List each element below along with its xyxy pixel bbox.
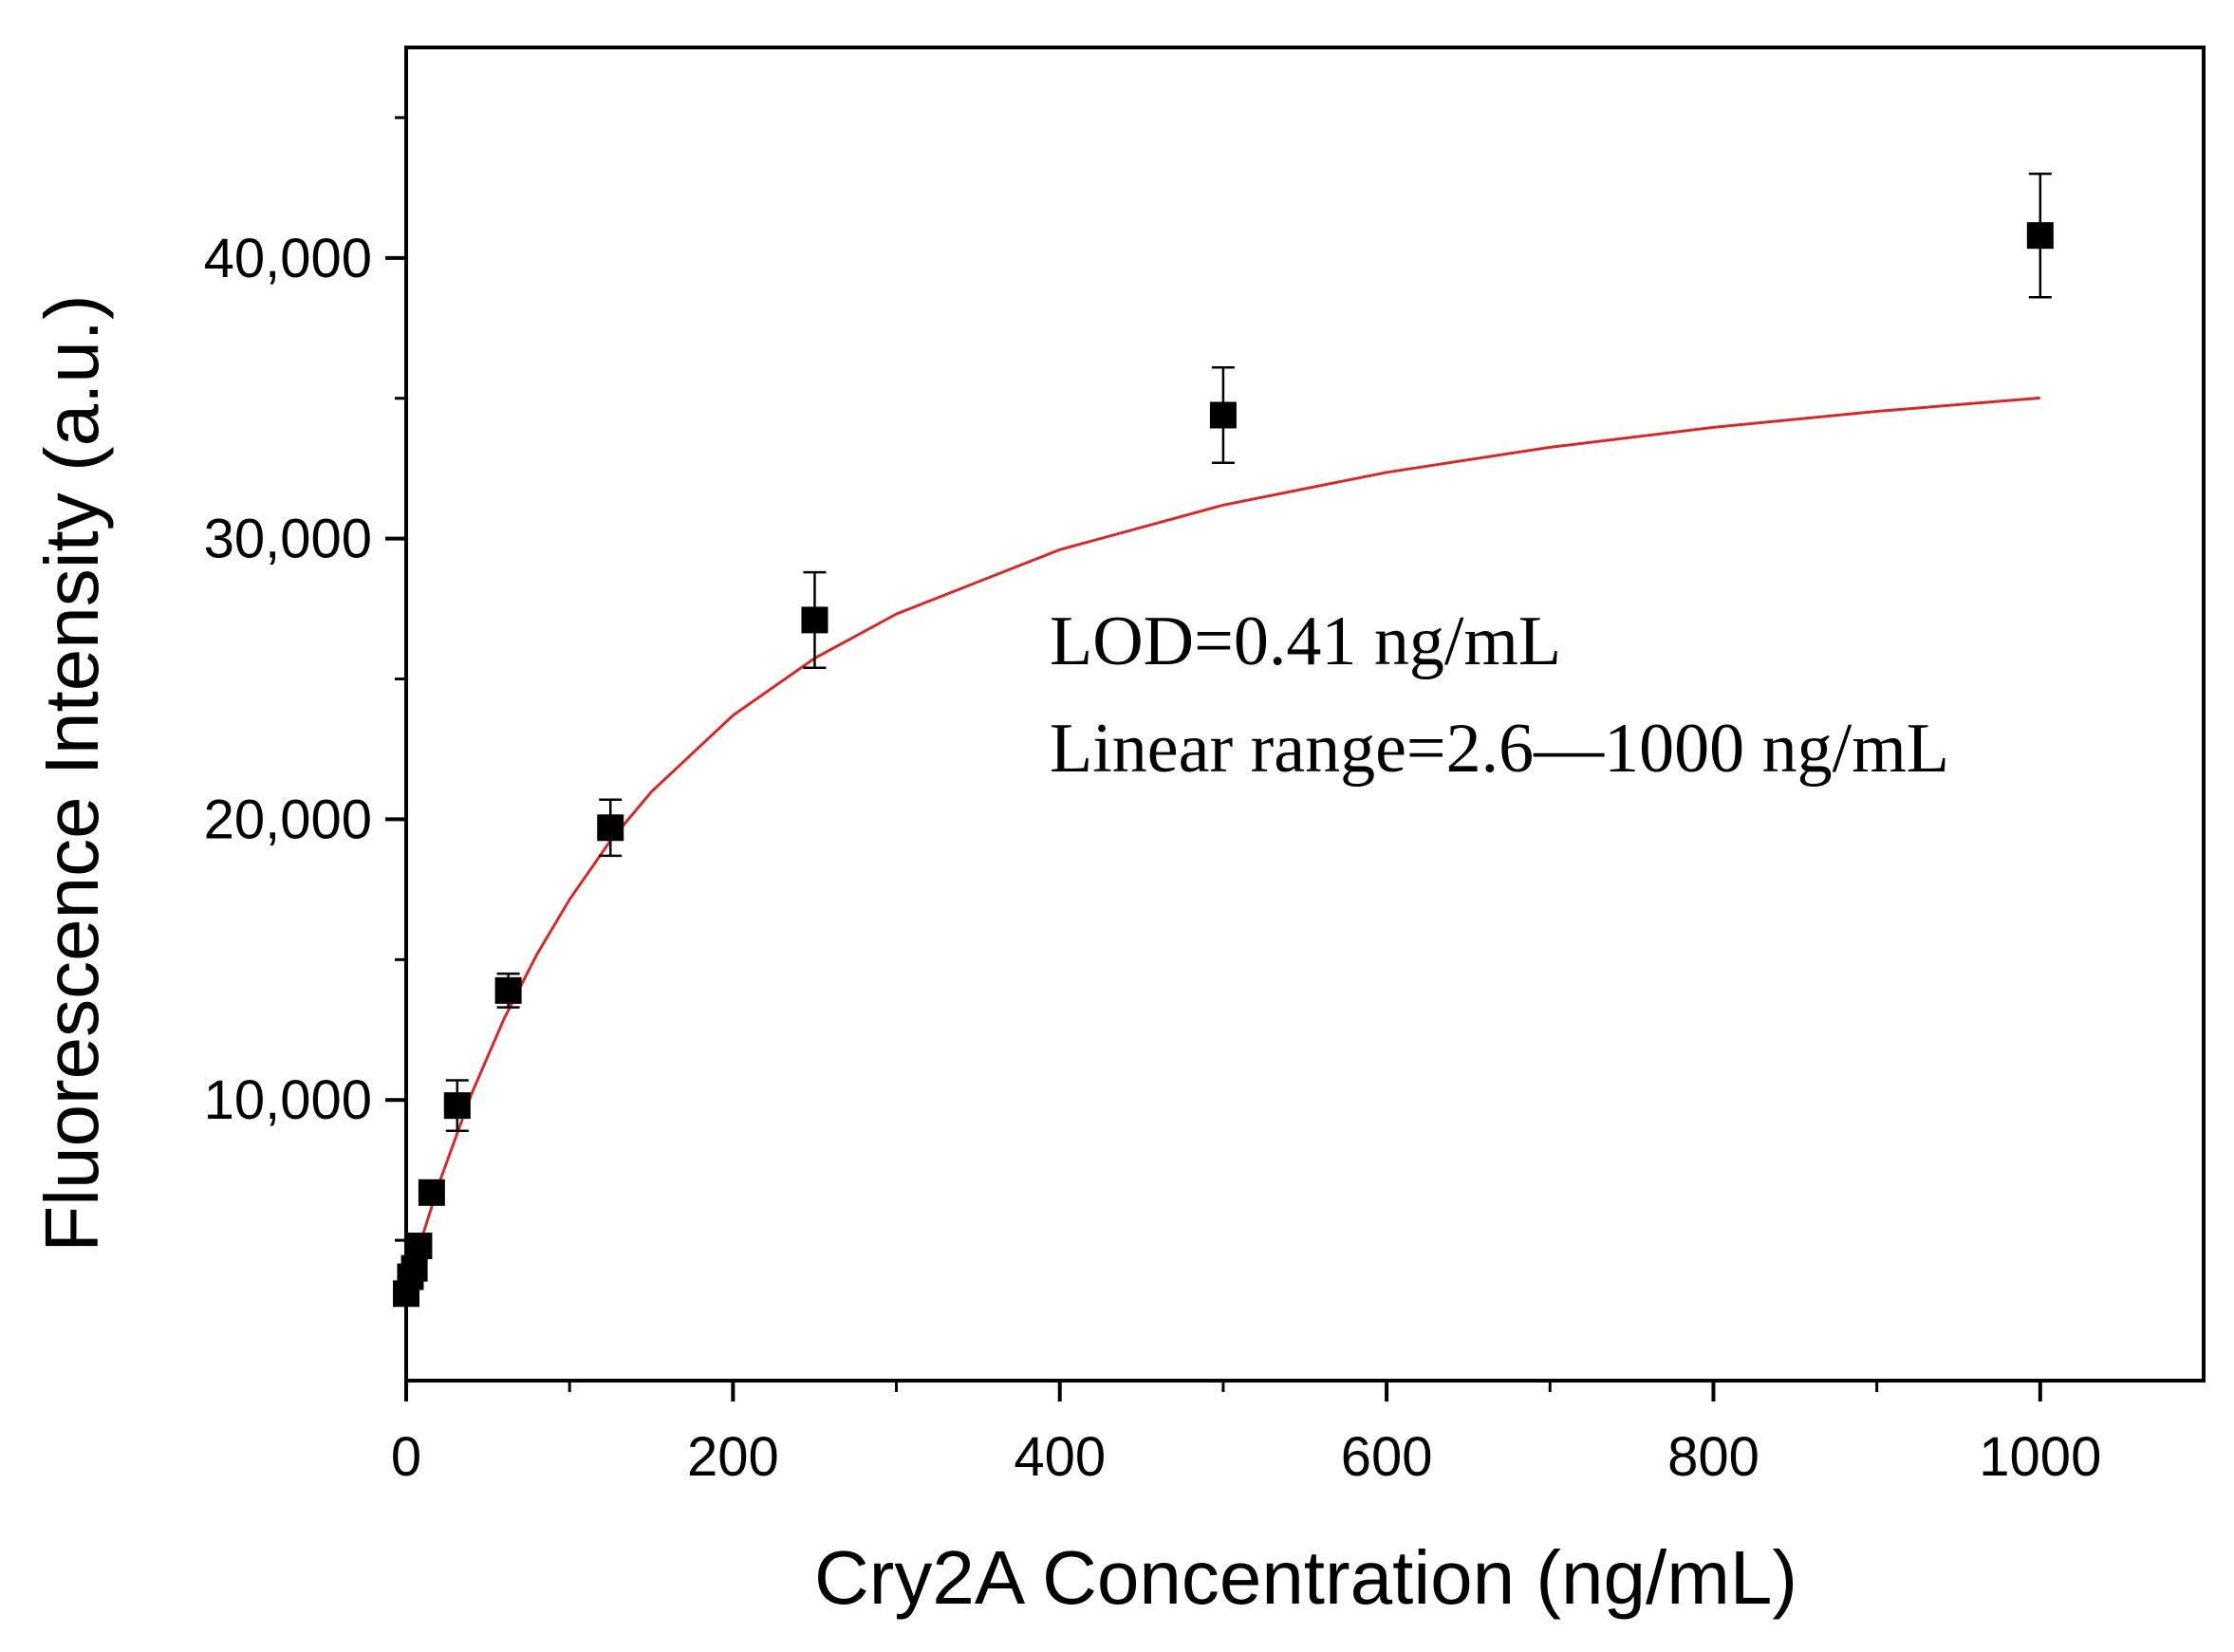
data-point xyxy=(418,1179,445,1206)
data-point xyxy=(801,570,828,669)
data-point xyxy=(405,1233,433,1260)
point-marker xyxy=(1209,401,1237,429)
plot-frame xyxy=(404,46,2206,1383)
fit-curve xyxy=(404,396,2040,1294)
data-point xyxy=(443,1079,471,1132)
y-axis-title: Fluorescence Intensity (a.u.) xyxy=(29,294,114,1252)
x-tick-label: 0 xyxy=(391,1426,421,1488)
x-tick-label: 800 xyxy=(1667,1426,1759,1488)
point-marker xyxy=(405,1233,433,1260)
data-points-layer xyxy=(393,172,2054,1308)
point-marker xyxy=(443,1092,471,1120)
x-tick-label: 600 xyxy=(1341,1426,1433,1488)
y-axis: 10,000 20,000 30,000 40,000 xyxy=(204,116,406,1242)
y-tick-label: 10,000 xyxy=(204,1069,372,1131)
point-marker xyxy=(597,814,624,842)
x-axis-title: Cry2A Concentration (ng/mL) xyxy=(814,1535,1797,1620)
data-point xyxy=(400,1254,428,1282)
point-marker xyxy=(801,606,828,634)
y-tick-label: 20,000 xyxy=(204,789,372,850)
annotation-linear-range: Linear range=2.6—1000 ng/mL xyxy=(1050,710,1949,788)
x-tick-label: 400 xyxy=(1014,1426,1106,1488)
x-tick-label: 200 xyxy=(687,1426,779,1488)
data-point xyxy=(1209,365,1237,465)
data-point xyxy=(597,798,624,858)
data-point xyxy=(494,972,522,1009)
x-tick-label: 1000 xyxy=(1979,1426,2101,1488)
data-point xyxy=(2026,172,2054,299)
point-marker xyxy=(2026,222,2054,250)
y-tick-label: 30,000 xyxy=(204,509,372,570)
annotation-lod: LOD=0.41 ng/mL xyxy=(1050,603,1561,680)
y-tick-label: 40,000 xyxy=(204,228,372,289)
fit-curve-layer xyxy=(404,396,2040,1294)
x-axis: 0 200 400 600 800 1000 xyxy=(391,1381,2101,1488)
axes-frame xyxy=(404,46,2206,1383)
point-marker xyxy=(418,1179,445,1206)
point-marker xyxy=(400,1254,428,1282)
point-marker xyxy=(494,976,522,1004)
